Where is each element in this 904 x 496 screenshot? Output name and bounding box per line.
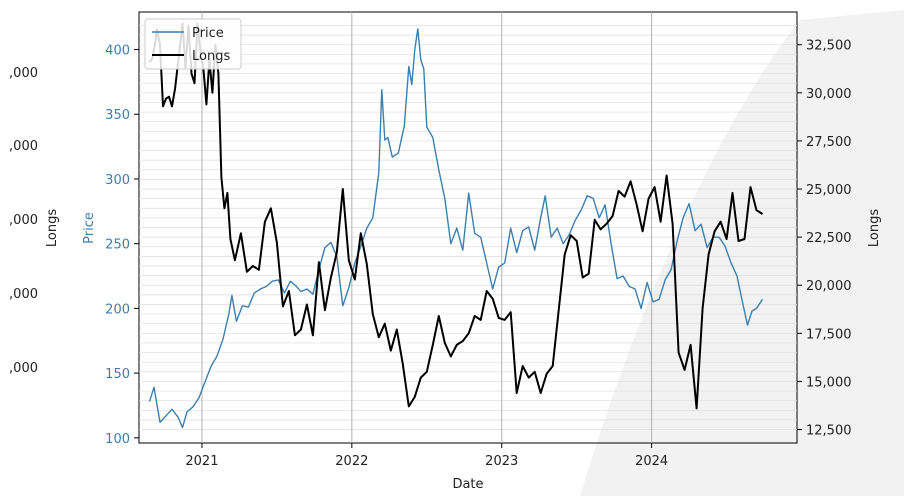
- right-y-tick-label: 32,500: [806, 39, 852, 54]
- x-tick-label: 2021: [185, 454, 218, 469]
- legend-longs-label: Longs: [192, 49, 230, 64]
- x-axis: 2021 2022 2023 2024: [185, 443, 668, 469]
- right-y-tick-label: 12,500: [806, 424, 852, 439]
- series-line-longs: [148, 22, 764, 410]
- left-y-axis-title: Price: [82, 212, 97, 244]
- right-y-tick-label: 15,000: [806, 375, 852, 390]
- right-y-tick-label: 25,000: [806, 183, 852, 198]
- right-y-axis-title: Longs: [867, 209, 882, 247]
- far-left-tick-label: ,000: [9, 361, 38, 376]
- left-y-tick-label: 250: [105, 238, 130, 253]
- far-left-tick-label: ,000: [9, 139, 38, 154]
- grid-vertical: [201, 12, 653, 443]
- legend: Price Longs: [144, 18, 242, 70]
- right-y-tick-label: 30,000: [806, 87, 852, 102]
- x-axis-title: Date: [452, 477, 483, 492]
- far-left-tick-label: ,000: [9, 213, 38, 228]
- right-y-axis: 12,500 15,000 17,500 20,000 22,500 25,000 27,5…: [797, 39, 852, 439]
- left-y-tick-label: 200: [105, 302, 130, 317]
- far-left-axis-title: Longs: [45, 209, 60, 247]
- far-left-axis: ,000 ,000 ,000 ,000 ,000: [9, 66, 38, 376]
- x-tick-label: 2022: [335, 454, 368, 469]
- price-series: [148, 28, 764, 429]
- left-y-tick-label: 100: [105, 432, 130, 447]
- legend-price-label: Price: [192, 26, 224, 41]
- left-y-tick-label: 150: [105, 367, 130, 382]
- grid-minor: [139, 25, 797, 430]
- left-y-axis: 100 150 200 250 300 350 400: [105, 44, 139, 447]
- right-y-tick-label: 17,500: [806, 327, 852, 342]
- left-y-tick-label: 350: [105, 108, 130, 123]
- x-tick-label: 2023: [485, 454, 518, 469]
- far-left-tick-label: ,000: [9, 66, 38, 81]
- longs-series: [148, 22, 764, 410]
- x-tick-label: 2024: [635, 454, 668, 469]
- far-left-tick-label: ,000: [9, 287, 38, 302]
- background-swoosh: [580, 10, 904, 496]
- right-y-tick-label: 27,500: [806, 135, 852, 150]
- right-y-tick-label: 22,500: [806, 231, 852, 246]
- right-y-tick-label: 20,000: [806, 279, 852, 294]
- left-y-tick-label: 400: [105, 44, 130, 59]
- left-y-tick-label: 300: [105, 173, 130, 188]
- series-line-price: [148, 28, 764, 429]
